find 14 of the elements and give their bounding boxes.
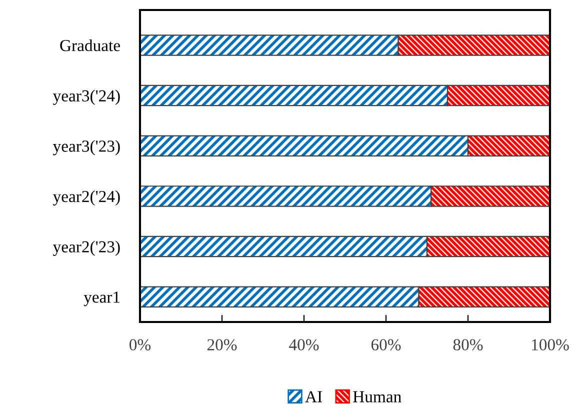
y-tick-label: year2('24) [52, 190, 120, 206]
x-tick-label: 20% [207, 339, 237, 350]
y-tick-label: Graduate [60, 39, 120, 52]
y-tick-label: year3('24) [52, 90, 120, 105]
legend-label: Human [353, 391, 402, 402]
x-tick-label: 0% [130, 339, 151, 350]
y-tick-label: year1 [84, 292, 120, 306]
legend-label: AI [305, 391, 322, 402]
x-tick-label: 40% [289, 339, 319, 350]
y-tick-label: year3('23) [52, 140, 120, 156]
x-tick-label: 60% [371, 339, 401, 350]
x-tick-label: 100% [532, 339, 569, 350]
x-tick-label: 80% [453, 339, 483, 350]
y-tick-label: year2('23) [52, 240, 120, 256]
